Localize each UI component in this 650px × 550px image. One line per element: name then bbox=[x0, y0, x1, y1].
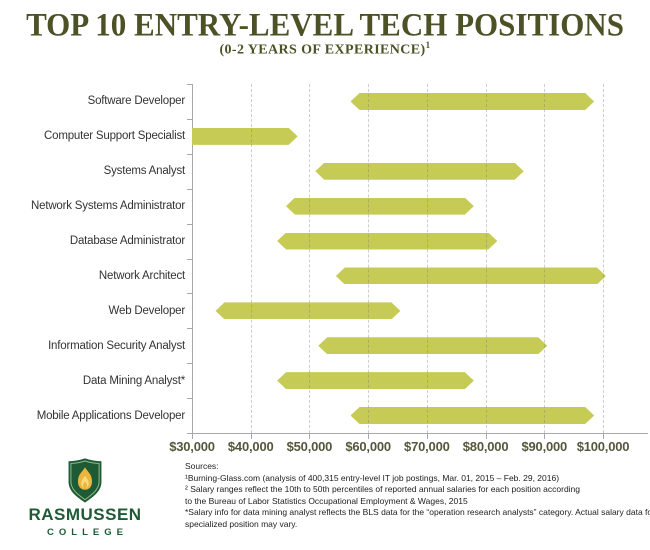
gridline bbox=[368, 84, 370, 433]
category-label: Network Systems Administrator bbox=[31, 200, 185, 213]
x-tick-label: $40,000 bbox=[227, 439, 274, 454]
y-axis-tick bbox=[187, 188, 192, 190]
x-axis-tick bbox=[250, 434, 252, 439]
y-axis-tick bbox=[187, 223, 192, 225]
salary-range-bar bbox=[277, 233, 497, 250]
logo-name: RASMUSSEN bbox=[28, 505, 142, 524]
salary-range-bar bbox=[277, 372, 474, 389]
subtitle-text: (0-2 YEARS OF EXPERIENCE) bbox=[219, 42, 426, 58]
salary-range-bar bbox=[192, 128, 298, 145]
y-axis-tick bbox=[187, 153, 192, 155]
category-label: Database Administrator bbox=[69, 235, 185, 248]
x-tick-label: $90,000 bbox=[521, 439, 568, 454]
gridline bbox=[426, 84, 428, 433]
salary-range-bar bbox=[215, 302, 400, 319]
page-subtitle: (0-2 YEARS OF EXPERIENCE)1 bbox=[0, 40, 650, 59]
y-axis-tick bbox=[187, 118, 192, 120]
x-tick-label: $70,000 bbox=[404, 439, 450, 454]
x-axis-tick bbox=[309, 434, 311, 439]
y-axis-tick bbox=[187, 363, 192, 365]
category-label: Information Security Analyst bbox=[48, 339, 185, 352]
x-tick-label: $60,000 bbox=[345, 439, 391, 454]
x-axis-tick bbox=[368, 434, 370, 439]
y-axis-tick bbox=[187, 258, 192, 260]
y-axis-tick bbox=[187, 398, 192, 400]
x-axis-tick bbox=[426, 434, 428, 439]
salary-range-bar bbox=[336, 267, 606, 284]
salary-range-chart: $30,000 $40,000 $50,000 $60,000 $70,000 $80,0… bbox=[31, 84, 648, 454]
source-line: *Salary info for data mining analyst ref… bbox=[185, 507, 650, 517]
salary-range-bar bbox=[351, 407, 595, 424]
rasmussen-college-logo: RASMUSSEN COLLEGE bbox=[18, 457, 152, 538]
salary-range-bar bbox=[315, 163, 523, 180]
source-line: to the Bureau of Labor Statistics Occupa… bbox=[185, 495, 468, 506]
gridline bbox=[544, 84, 546, 433]
x-tick-label: $30,000 bbox=[169, 439, 215, 454]
x-axis-tick bbox=[544, 434, 546, 439]
source-line: ¹Burning-Glass.com (analysis of 400,315 … bbox=[185, 472, 560, 483]
x-axis-tick bbox=[485, 434, 487, 439]
category-label: Web Developer bbox=[108, 304, 186, 317]
gridline bbox=[485, 84, 487, 433]
x-tick-label: $100,000 bbox=[576, 439, 630, 454]
category-label: Software Developer bbox=[87, 95, 186, 108]
x-tick-label: $80,000 bbox=[462, 439, 509, 454]
y-axis-tick bbox=[187, 293, 192, 295]
x-axis-tick bbox=[603, 434, 604, 439]
page-title: TOP 10 ENTRY-LEVEL TECH POSITIONS bbox=[26, 6, 624, 43]
shield-flame-icon bbox=[68, 458, 102, 503]
y-axis-line bbox=[192, 84, 193, 433]
sources-heading: Sources: bbox=[185, 461, 219, 471]
y-axis-tick bbox=[187, 328, 192, 330]
sources-block: Sources: ¹Burning-Glass.com (analysis of… bbox=[185, 461, 650, 530]
x-axis-tick bbox=[192, 434, 193, 439]
source-line: ² Salary ranges reflect the 10th to 50th… bbox=[185, 484, 581, 494]
salary-range-bar bbox=[351, 93, 595, 110]
category-label: Computer Support Specialist bbox=[44, 130, 185, 143]
category-label: Network Architect bbox=[98, 269, 185, 282]
logo-subname: COLLEGE bbox=[47, 527, 128, 538]
x-axis-line bbox=[192, 433, 648, 434]
category-label: Data Mining Analyst* bbox=[82, 374, 185, 387]
x-tick-label: $50,000 bbox=[286, 439, 333, 454]
y-axis-tick bbox=[187, 433, 192, 434]
gridline bbox=[309, 84, 311, 433]
y-axis-tick bbox=[187, 84, 192, 85]
gridline bbox=[250, 84, 252, 433]
category-label: Mobile Applications Developer bbox=[36, 409, 185, 422]
salary-range-bar bbox=[286, 198, 474, 215]
source-line: specialized position may vary. bbox=[185, 518, 298, 529]
salary-range-bar bbox=[318, 337, 547, 354]
category-label: Systems Analyst bbox=[103, 165, 186, 178]
subtitle-footnote-marker: 1 bbox=[425, 40, 431, 50]
gridline bbox=[603, 84, 604, 433]
